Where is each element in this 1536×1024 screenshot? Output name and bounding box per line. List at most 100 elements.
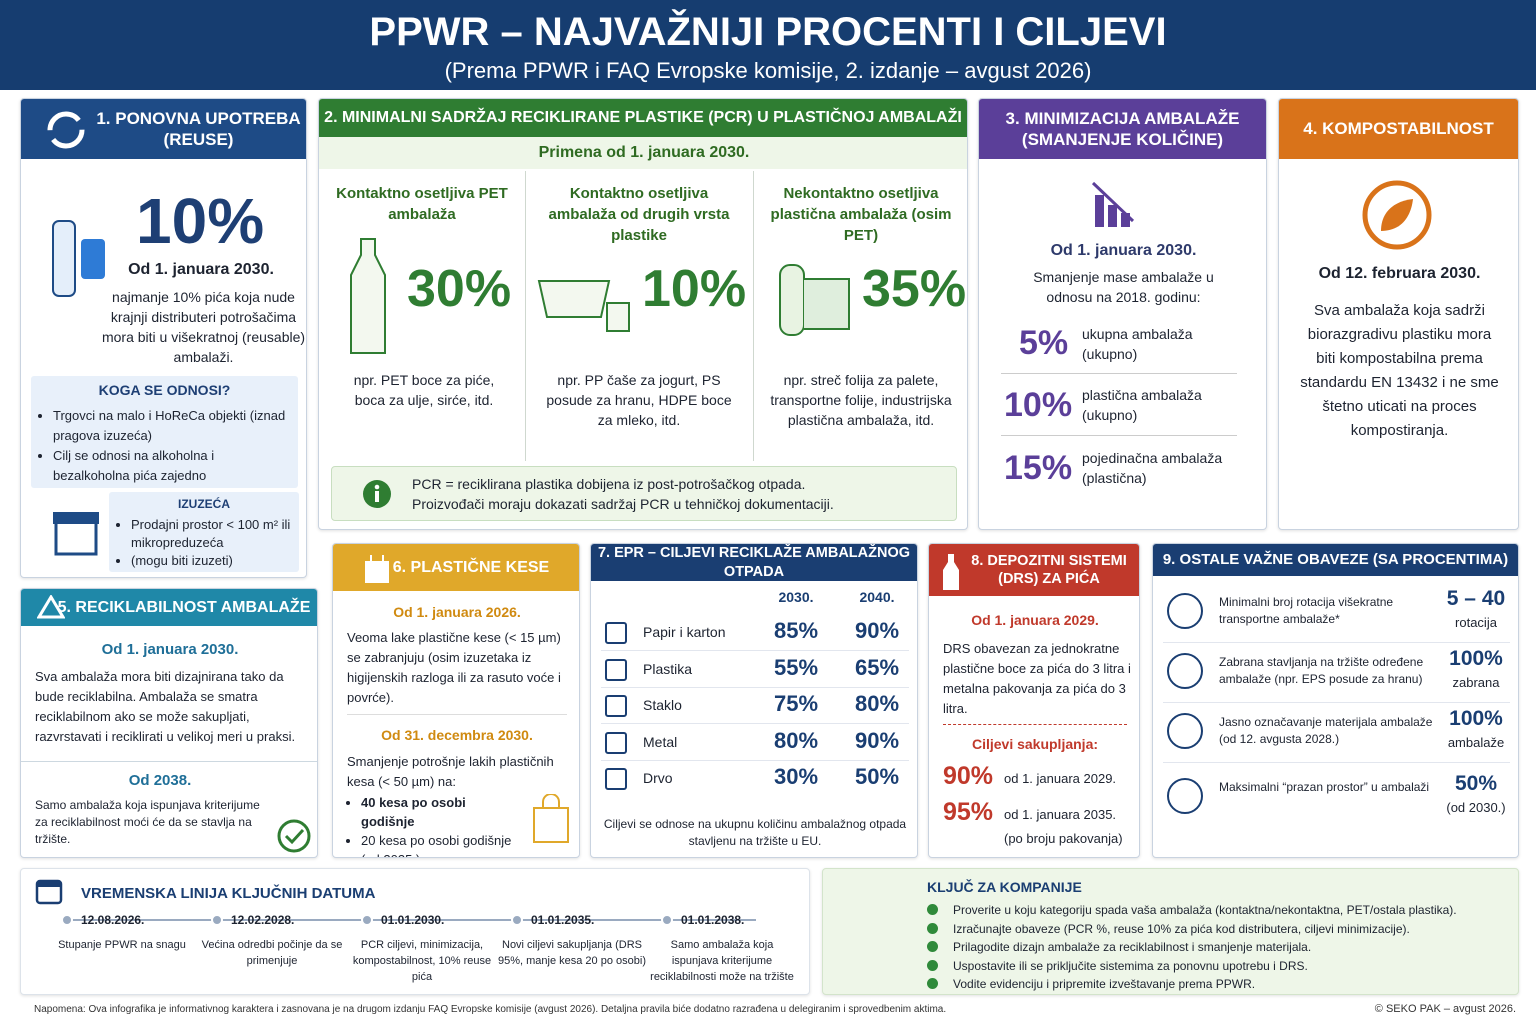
date: Od 1. januara 2029. [971,612,1099,628]
row-label: ukupna ambalaža (ukupno) [1082,326,1193,362]
column-header: 2040. [859,589,895,605]
divider [601,723,909,724]
panel-recyclability: 5. RECIKLABILNOST AMBALAŽE Od 1. januara… [20,588,318,858]
key-item: Uspostavite ili se priključite sistemima… [953,958,1308,973]
header: PPWR – NAJVAŽNIJI PROCENTI I CILJEVI (Pr… [0,0,1536,90]
note-box: PCR = reciklirana plastika dobijena iz p… [331,466,957,521]
icon [35,879,63,905]
unit: zabrana [1452,675,1500,690]
big-number: 35% [862,260,967,318]
icon [533,794,569,843]
material: Metal [643,733,678,750]
decoration [1095,195,1104,227]
text: Sva ambalaža koja sadrži biorazgradivu p… [1300,302,1499,439]
decoration [943,724,1127,725]
value: 90% [854,727,900,753]
row-text: Zabrana stavljanja na tržište određene a… [1219,655,1424,686]
icon [1091,181,1135,227]
bullet: Trgovci na malo i HoReCa objekti (iznad … [53,406,292,446]
decoration [53,512,99,524]
decoration [284,828,305,845]
row-icon [1167,653,1203,689]
decoration [1001,435,1237,436]
panel-key: KLJUČ ZA KOMPANIJE Proverite u koju kate… [822,868,1519,995]
row-icon [605,658,627,681]
date: 01.01.2038. [681,913,745,927]
note: (po broju pakovanja) [1004,831,1123,846]
panel-title: 2. MINIMALNI SADRŽAJ RECIKLIRANE PLASTIK… [319,99,967,137]
row-label: plastična ambalaža (ukupno) [1082,387,1202,423]
bullet: Cilj se odnosi na alkoholna i bezalkohol… [53,446,292,486]
footnote: Napomena: Ova infografika je informativn… [34,1004,947,1015]
decoration [277,819,311,853]
row-text: Minimalni broj rotacija višekratne trans… [1219,595,1394,626]
decoration [52,220,76,297]
decoration [375,491,379,502]
decoration [779,264,805,336]
decoration [525,171,526,461]
event-text: Stupanje PPWR na snagu [58,939,186,951]
big-number: 10% [1004,386,1073,424]
event-text: Većina odredbi počinje da se primenjuje [201,939,343,967]
check [927,959,938,971]
row-icon [1167,713,1203,749]
column-heading: Kontaktno osetljiva ambalaža od drugih v… [548,185,730,244]
value: 65% [854,654,900,680]
panel-title: 5. RECIKLABILNOST AMBALAŽE [21,589,317,626]
decoration [804,278,850,330]
panel-reuse: 1. PONOVNA UPOTREBA (REUSE) 10% Od 1. ja… [20,98,307,578]
value: 50% [1454,772,1498,795]
key-item: Prilagodite dizajn ambalaže za reciklabi… [953,940,1312,954]
divider [601,686,909,688]
dot [211,914,223,926]
value: 55% [773,654,819,680]
panel-pcr: 2. MINIMALNI SADRŽAJ RECIKLIRANE PLASTIK… [318,98,968,530]
exceptions-box: IZUZEĆA Prodajni prostor < 100 m² ili mi… [109,492,299,572]
value: 80% [773,727,819,753]
decoration [606,302,630,332]
check [927,978,938,989]
label: od 1. januara 2035. [1004,807,1117,822]
decoration [943,554,959,590]
title: PPWR – NAJVAŽNIJI PROCENTI I CILJEVI [369,10,1167,54]
value: 80% [854,691,900,716]
decoration [537,280,611,318]
date: Od 1. januara 2030. [101,641,239,658]
divider [1163,642,1510,643]
dot [511,914,523,926]
bullet: 40 kesa po osobi godišnje [361,793,517,831]
check [927,922,938,934]
decoration [81,239,105,279]
date: Od 31. decembra 2030. [381,727,533,743]
column-heading: Kontaktno osetljiva PET ambalaža [336,185,508,223]
example: npr. PP čaše za jogurt, PS posude za hra… [546,372,732,428]
icon [363,480,391,508]
section-title: VREMENSKA LINIJA KLJUČNIH DATUMA [81,885,376,902]
big-number: 5% [1019,324,1069,362]
material: Plastika [643,660,693,677]
row-icon [605,731,627,754]
icon [365,555,389,583]
decoration [533,807,569,843]
row-icon [605,768,627,790]
key-item: Izračunajte obaveze (PCR %, reuse 10% za… [953,921,1410,936]
label: od 1. januara 2029. [1004,771,1117,786]
date: 12.02.2028. [231,913,295,927]
decoration [37,595,65,619]
decoration: Prodajni prostor < 100 m² ili mikropredu… [115,516,295,570]
big-number: 10% [642,260,747,318]
value: 75% [773,691,819,716]
dot [61,914,73,926]
subtitle: Primena od 1. januara 2030. [319,137,967,169]
subtitle: Ciljevi sakupljanja: [971,736,1099,752]
event-text: Novi ciljevi sakupljanja (DRS 95%, manje… [498,939,646,967]
panel-title: 4. KOMPOSTABILNOST [1279,99,1518,159]
date: Od 1. januara 2030. [1050,242,1197,259]
row-icon [605,695,627,717]
decoration: 40 kesa po osobi godišnje20 kesa po osob… [345,793,517,857]
decoration [542,794,560,808]
icon [537,280,630,332]
copyright: © SEKO PAK – avgust 2026. [1374,1003,1516,1015]
bullet: (mogu biti izuzeti) [131,552,295,570]
decoration [374,484,380,490]
